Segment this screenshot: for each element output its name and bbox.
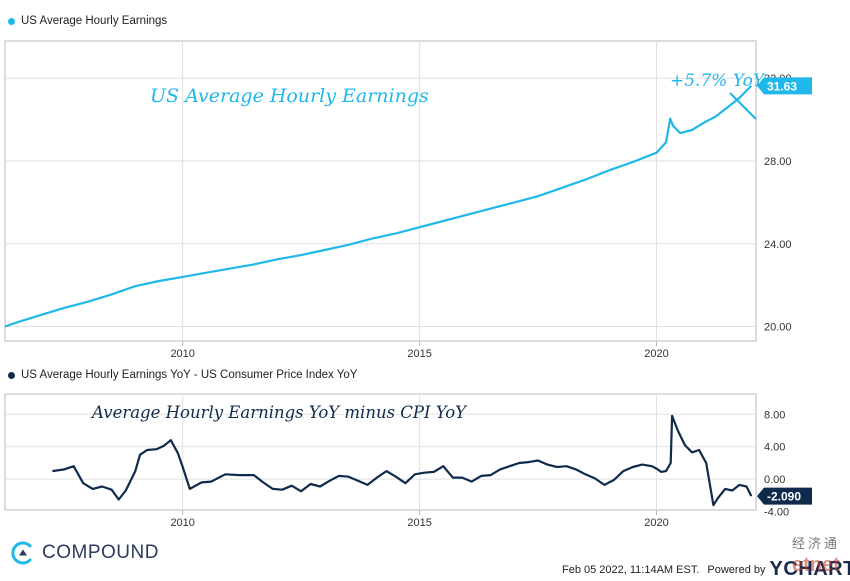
watermark-chinese-text: 经济通 <box>792 536 841 551</box>
earnings-last-value-pointer <box>757 77 812 95</box>
x-tick-label: 2020 <box>644 517 668 529</box>
watermark-etnet-logo: etnet <box>792 554 840 576</box>
top-chart-frame <box>4 40 757 342</box>
spread-last-value-badge: -2.090 <box>757 487 812 505</box>
etnet-watermark: 经济通 etnet <box>792 533 840 577</box>
bottom-x-axis: 2010 2015 2020 <box>170 510 669 529</box>
bottom-legend-dot <box>8 371 15 379</box>
y-tick-label: 0.00 <box>764 474 785 486</box>
x-tick-label: 2010 <box>170 517 194 529</box>
x-tick-label: 2010 <box>170 348 194 360</box>
bottom-chart-annotation: Average Hourly Earnings YoY minus CPI Yo… <box>90 403 468 422</box>
top-legend-label: US Average Hourly Earnings <box>21 15 168 27</box>
x-tick-label: 2015 <box>407 517 431 529</box>
spread-series-line <box>52 414 753 507</box>
y-tick-label: 20.00 <box>764 322 792 334</box>
x-tick-label: 2015 <box>407 348 431 360</box>
ycharts-logo: YCHARTS <box>769 558 850 580</box>
compound-logo-icon <box>11 541 32 565</box>
timestamp: Feb 05 2022, 11:14AM EST. <box>562 563 700 576</box>
bottom-y-axis: -4.00 0.00 4.00 8.00 <box>764 409 789 518</box>
bottom-chart-frame <box>4 393 757 511</box>
spread-last-value-label: -2.090 <box>767 490 801 504</box>
spread-last-value-pointer <box>757 487 812 505</box>
x-tick-label: 2020 <box>644 348 668 360</box>
yoy-callout-arrow <box>729 92 757 120</box>
y-tick-label: 28.00 <box>764 156 792 168</box>
top-legend-dot <box>8 17 15 25</box>
top-gridlines <box>5 41 756 341</box>
top-chart-annotation: US Average Hourly Earnings <box>150 85 429 107</box>
bottom-legend: US Average Hourly Earnings YoY - US Cons… <box>8 369 357 381</box>
top-legend: US Average Hourly Earnings <box>8 15 167 27</box>
y-tick-label: 4.00 <box>764 442 785 454</box>
footer-meta: Feb 05 2022, 11:14AM EST. Powered by YCH… <box>562 558 850 581</box>
earnings-series-line <box>4 85 753 328</box>
top-x-axis: 2010 2015 2020 <box>170 341 669 360</box>
bottom-chart-panel: -4.00 0.00 4.00 8.00 2010 2015 2020 Average H… <box>4 393 812 529</box>
compound-logo: COMPOUND <box>10 540 159 566</box>
earnings-last-value-label: 31.63 <box>767 79 797 93</box>
earnings-last-value-badge: 31.63 <box>757 77 812 95</box>
yoy-callout-text: +5.7% YoY <box>670 71 766 91</box>
y-tick-label: 24.00 <box>764 239 792 251</box>
y-tick-label: 8.00 <box>764 409 785 421</box>
y-tick-label: -4.00 <box>764 507 789 519</box>
bottom-legend-label: US Average Hourly Earnings YoY - US Cons… <box>21 369 358 381</box>
compound-brand-text: COMPOUND <box>42 542 159 563</box>
powered-by-label: Powered by <box>707 563 766 576</box>
